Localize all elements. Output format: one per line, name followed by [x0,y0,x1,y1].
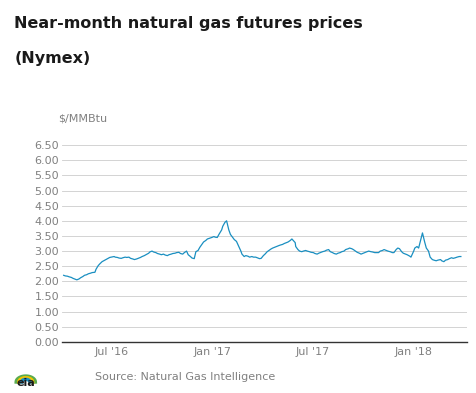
Text: Source: Natural Gas Intelligence: Source: Natural Gas Intelligence [95,372,275,382]
Text: $/MMBtu: $/MMBtu [58,113,107,123]
Text: Near-month natural gas futures prices: Near-month natural gas futures prices [14,16,362,31]
Text: eia: eia [16,378,35,388]
Text: (Nymex): (Nymex) [14,51,90,66]
